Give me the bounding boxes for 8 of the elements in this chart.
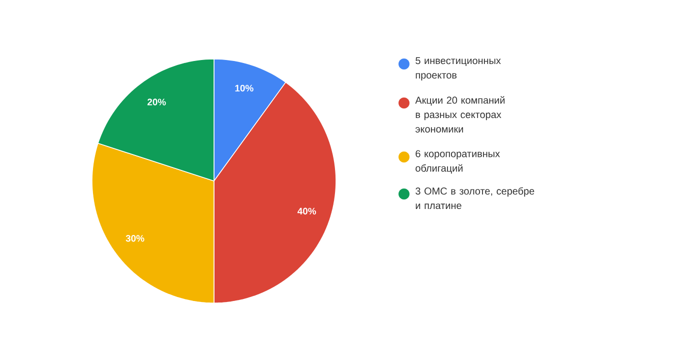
- data-label: 10%: [235, 84, 254, 92]
- legend-label: 5 инвестиционных проектов: [416, 57, 501, 81]
- data-label: 40%: [297, 208, 316, 215]
- legend-label: 6 коропоративных облигаций: [416, 150, 500, 174]
- legend-label: 3 ОМС в золоте, серебре и платине: [416, 187, 534, 210]
- data-label: 20%: [147, 98, 166, 106]
- legend-label: Акции 20 компаний в разных секторах экономики: [415, 96, 505, 133]
- data-label: 30%: [126, 235, 144, 242]
